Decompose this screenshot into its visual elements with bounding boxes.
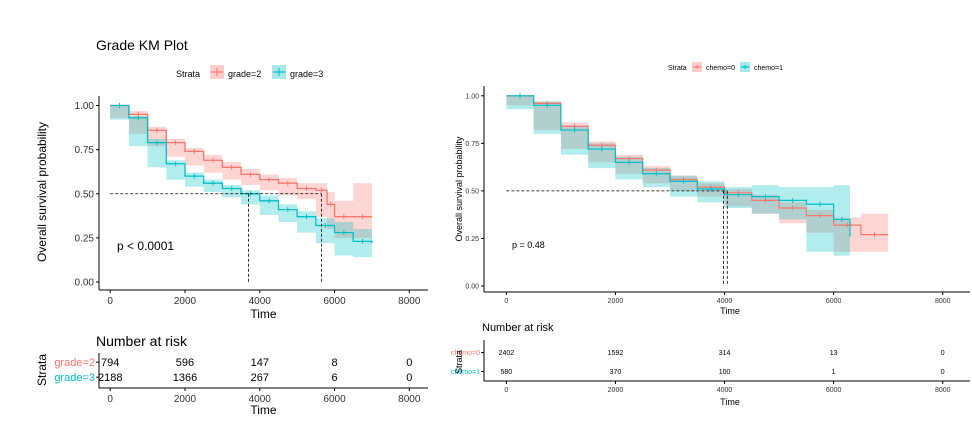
legend-title: Strata — [176, 69, 200, 79]
x-tick-label: 4000 — [717, 298, 733, 305]
risk-table-title: Number at risk — [482, 322, 554, 334]
survival-curve-grade-2 — [110, 104, 372, 218]
x-tick-label: 2000 — [608, 298, 624, 305]
risk-strata-label: grade=3 — [54, 372, 95, 384]
risk-value: 1366 — [173, 372, 197, 384]
y-tick-label: 0.25 — [75, 233, 95, 244]
risk-strata-label: chemo=0 — [451, 350, 480, 357]
risk-y-axis-label: Strata — [454, 350, 464, 374]
legend-title: Strata — [668, 65, 687, 72]
x-tick-label: 4000 — [249, 296, 272, 307]
x-tick-label: 8000 — [398, 296, 421, 307]
risk-value: 8 — [331, 357, 337, 369]
risk-x-tick-label: 0 — [107, 394, 113, 405]
risk-value: 2402 — [499, 350, 515, 357]
risk-x-tick-label: 0 — [504, 387, 508, 394]
risk-value: 596 — [176, 357, 194, 369]
risk-strata-label: chemo=1 — [451, 369, 480, 376]
ci-band-chemo-0 — [506, 95, 889, 252]
x-axis-label: Time — [250, 307, 277, 321]
p-value-annotation: p < 0.0001 — [117, 239, 174, 253]
risk-value: 0 — [406, 357, 412, 369]
x-tick-label: 0 — [107, 296, 113, 307]
y-axis-label: Overall survival probability — [454, 136, 464, 242]
chart-title: Grade KM Plot — [96, 37, 188, 53]
risk-value: 267 — [251, 372, 269, 384]
risk-x-tick-label: 4000 — [717, 387, 733, 394]
x-tick-label: 0 — [504, 298, 508, 305]
risk-value: 0 — [941, 350, 945, 357]
risk-x-tick-label: 6000 — [323, 394, 346, 405]
x-tick-label: 6000 — [323, 296, 346, 307]
y-tick-label: 0.00 — [465, 283, 479, 290]
risk-value: 1592 — [608, 350, 624, 357]
x-axis-label: Time — [720, 306, 740, 316]
y-tick-label: 0.75 — [465, 141, 479, 148]
y-tick-label: 1.00 — [75, 101, 95, 112]
grade-km-panel: Grade KM Plot Strata grade=2 grade=3 0.00 0.2… — [0, 0, 440, 417]
risk-value: 147 — [251, 357, 269, 369]
y-tick-label: 0.75 — [75, 145, 95, 156]
risk-y-axis-label: Strata — [35, 354, 49, 386]
legend-label: chemo=0 — [706, 65, 735, 72]
y-tick-label: 0.50 — [465, 188, 479, 195]
risk-value: 2188 — [98, 372, 122, 384]
risk-value: 0 — [941, 369, 945, 376]
risk-value: 6 — [331, 372, 337, 384]
chemo-km-panel: Strata chemo=0 chemo=1 0.00 0.25 0.50 0.75 1.00… — [440, 0, 972, 416]
x-tick-label: 2000 — [174, 296, 197, 307]
risk-table-title: Number at risk — [96, 333, 188, 349]
risk-x-axis-label: Time — [250, 403, 277, 416]
risk-x-axis-label: Time — [720, 397, 740, 407]
ci-band-chemo-1 — [506, 95, 850, 256]
y-tick-label: 1.00 — [465, 93, 479, 100]
x-tick-label: 6000 — [826, 298, 842, 305]
legend-label: grade=3 — [290, 69, 323, 79]
risk-x-tick-label: 2000 — [174, 394, 197, 405]
legend-label: grade=2 — [228, 69, 261, 79]
y-tick-label: 0.25 — [465, 236, 479, 243]
risk-value: 794 — [101, 357, 119, 369]
risk-x-tick-label: 8000 — [935, 387, 951, 394]
legend-label: chemo=1 — [754, 65, 783, 72]
risk-value: 0 — [406, 372, 412, 384]
risk-value: 100 — [719, 369, 731, 376]
grade-km-chart: Grade KM Plot Strata grade=2 grade=3 0.00 0.2… — [35, 37, 428, 417]
x-tick-label: 8000 — [935, 298, 951, 305]
chemo-km-chart: Strata chemo=0 chemo=10.000.250.500.751.00… — [451, 62, 970, 407]
risk-x-tick-label: 6000 — [826, 387, 842, 394]
p-value-annotation: p = 0.48 — [512, 240, 545, 250]
risk-x-tick-label: 4000 — [249, 394, 272, 405]
survival-curve-chemo-1 — [506, 95, 851, 237]
risk-x-tick-label: 8000 — [398, 394, 421, 405]
risk-strata-label: grade=2 — [54, 357, 95, 369]
risk-value: 13 — [830, 350, 838, 357]
risk-value: 314 — [719, 350, 731, 357]
risk-value: 370 — [610, 369, 622, 376]
y-tick-label: 0.50 — [75, 189, 95, 200]
risk-value: 1 — [832, 369, 836, 376]
y-tick-label: 0.00 — [75, 278, 95, 289]
risk-value: 580 — [501, 369, 513, 376]
ci-band-grade-3 — [110, 105, 372, 258]
y-axis-label: Overall survival probability — [35, 122, 49, 262]
risk-x-tick-label: 2000 — [608, 387, 624, 394]
